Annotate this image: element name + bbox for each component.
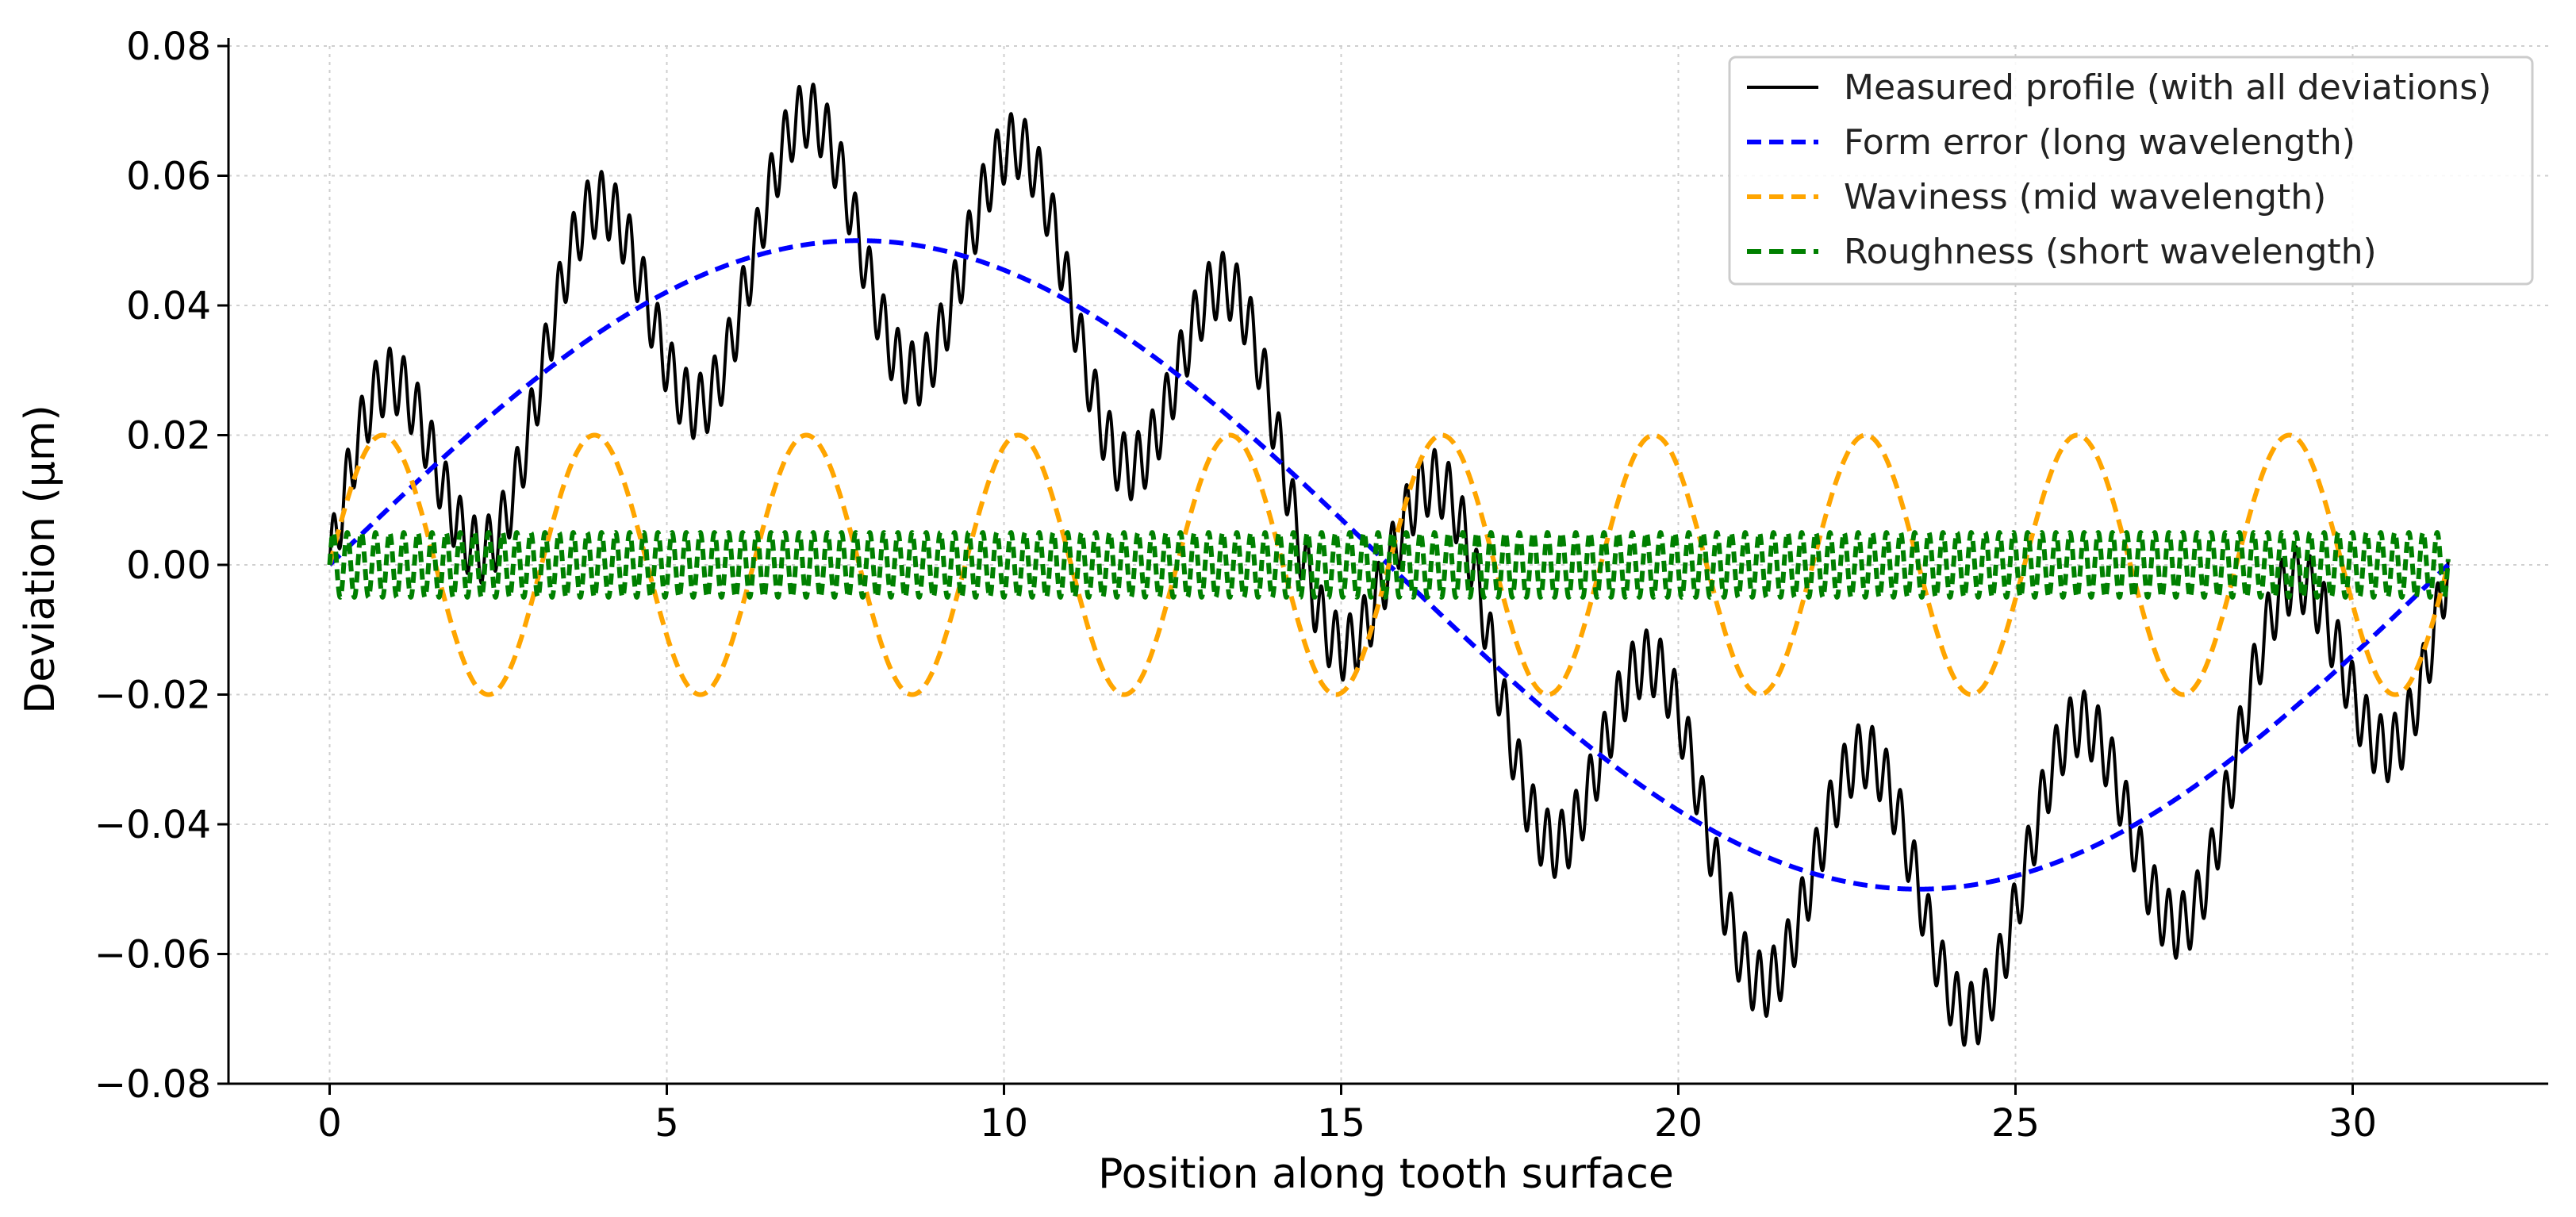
y-tick-label: 0.04 [126,284,211,328]
y-tick-label: −0.06 [94,933,211,977]
legend-form-error-label: Form error (long wavelength) [1844,122,2355,163]
axes [227,38,2548,1085]
y-tick-label: 0.02 [126,414,211,459]
x-axis-title: Position along tooth surface [1098,1150,1674,1198]
x-tick-label: 20 [1654,1101,1703,1146]
y-tick-label: −0.02 [94,674,211,718]
legend-measured-profile-label: Measured profile (with all deviations) [1844,67,2491,108]
legend-box [1728,56,2534,286]
series-waviness [327,432,2451,697]
x-tick-label: 10 [980,1101,1028,1146]
y-tick-label: 0.00 [126,543,211,588]
series-layer [327,83,2451,1047]
legend: Measured profile (with all deviations) Fo… [1728,56,2534,286]
legend-waviness-label: Waviness (mid wavelength) [1844,177,2326,217]
legend-roughness-label: Roughness (short wavelength) [1844,232,2377,272]
y-tick-label: −0.08 [94,1062,211,1107]
x-tick-label: 30 [2328,1101,2377,1146]
x-tick-label: 5 [655,1101,679,1146]
y-tick-label: −0.04 [94,803,211,847]
y-tick-label: 0.06 [126,155,211,199]
x-tick-label: 0 [317,1101,342,1146]
y-axis-title: Deviation (µm) [17,405,64,714]
x-tick-label: 25 [1991,1101,2040,1146]
y-tick-label: 0.08 [126,25,211,69]
ticks: 0 5 10 15 20 25 30 0.08 0.06 0.04 0.02 0.00 −0.02 −0.… [94,25,2377,1146]
series-roughness [327,530,2451,600]
x-tick-label: 15 [1317,1101,1365,1146]
